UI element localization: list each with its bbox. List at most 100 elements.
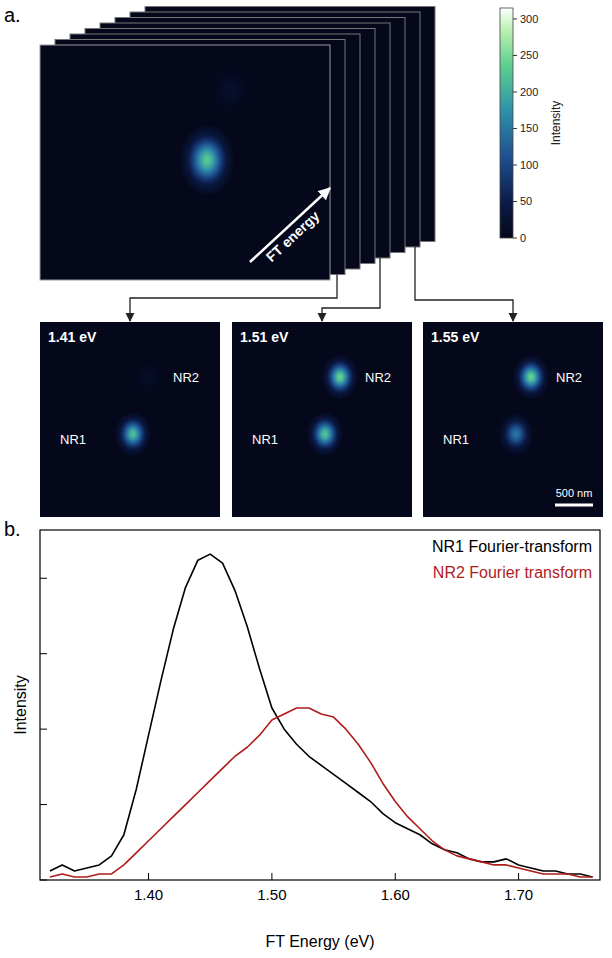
colorbar-tick-label: 150 (520, 122, 538, 134)
x-tick-label: 1.50 (257, 886, 286, 903)
spot-ring (144, 372, 152, 381)
colorbar-tick (513, 91, 517, 92)
spot-ring (310, 416, 340, 453)
spot-ring (506, 422, 526, 446)
spot-ring (518, 361, 545, 394)
colorbar-tick (513, 128, 517, 129)
spot-ring (147, 376, 149, 378)
spot (498, 412, 534, 456)
spot-ring (201, 153, 212, 168)
spot-ring (308, 413, 343, 455)
spot (513, 355, 549, 399)
spot-ring (119, 417, 148, 452)
spot-ring (189, 137, 225, 184)
spot-ring (131, 431, 136, 437)
spot-ring (129, 429, 138, 440)
energy-frame (423, 322, 603, 517)
spot-ring (144, 372, 153, 383)
colorbar-tick (513, 238, 517, 239)
colorbar-tick-label: 0 (520, 232, 526, 244)
spot-ring (307, 412, 343, 456)
spot-ring (317, 424, 334, 444)
panel-label: b. (4, 518, 21, 540)
spot-ring (130, 430, 136, 437)
spot (322, 355, 358, 399)
spot-ring (334, 370, 346, 385)
legend-entry: NR2 Fourier transform (433, 564, 592, 581)
spot-ring (515, 357, 548, 397)
series-line (50, 708, 593, 877)
spot-ring (194, 143, 221, 178)
spot-ring (137, 363, 160, 391)
spot-ring (145, 373, 151, 380)
y-axis-label: Intensity (12, 675, 29, 735)
spot-ring (180, 125, 234, 195)
spot-ring (527, 372, 535, 381)
spot-ring (133, 359, 163, 396)
spot-ring (211, 68, 249, 112)
spot-ring (322, 355, 358, 399)
spot-ring (147, 375, 150, 379)
spot-ring (330, 364, 351, 390)
spot-ring (515, 358, 547, 397)
spot-ring (327, 361, 354, 394)
spot-ring (126, 426, 140, 443)
spot-ring (222, 81, 238, 100)
spot-ring (512, 429, 520, 438)
spot-ring (525, 370, 537, 385)
frame-arrow (415, 247, 513, 321)
x-tick (271, 873, 272, 880)
spot-ring (522, 366, 540, 388)
spot-ring (207, 63, 253, 117)
colorbar-tick (513, 55, 517, 56)
spot-ring (132, 433, 134, 435)
spot-ring (185, 131, 230, 189)
spot-ring (530, 375, 533, 379)
spot-ring (519, 362, 543, 391)
frame-label: 1.51 eV (240, 329, 289, 345)
spot-ring (116, 413, 151, 455)
spot-ring (120, 418, 146, 449)
spot-ring (138, 364, 159, 390)
energy-frame (232, 322, 412, 517)
spot-ring (325, 359, 355, 396)
spot-ring (512, 429, 521, 440)
colorbar-tick-label: 100 (520, 159, 538, 171)
spot-ring (129, 429, 137, 438)
spot-label: NR2 (173, 370, 199, 385)
spot-ring (188, 135, 226, 185)
spot-ring (117, 414, 150, 454)
spot-ring (132, 432, 135, 436)
spot-ring (324, 433, 326, 435)
spot-ring (516, 359, 546, 396)
spot-ring (209, 66, 251, 115)
spot (180, 125, 234, 195)
spot-ring (338, 374, 343, 380)
spot-ring (529, 374, 534, 380)
plot-lines (50, 554, 593, 877)
spot-ring (200, 151, 214, 169)
spot-ring (527, 372, 536, 383)
spot-ring (518, 361, 544, 392)
colorbar-tick-label: 200 (520, 86, 538, 98)
spot-ring (199, 150, 215, 170)
spot-ring (191, 140, 223, 181)
plot-frame (40, 530, 600, 880)
spot-ring (214, 71, 246, 108)
colorbar-tick-label: 300 (520, 13, 538, 25)
spot-ring (218, 76, 242, 104)
spot-ring (327, 361, 353, 392)
figure: a.FT energy050100150200250300Intensity1.… (0, 0, 612, 958)
spot-ring (223, 82, 237, 98)
panel-label: a. (4, 4, 21, 26)
spot-ring (125, 424, 142, 444)
spot-ring (309, 414, 342, 454)
spot-ring (122, 420, 145, 448)
spot-ring (332, 367, 349, 387)
spot-ring (515, 433, 517, 435)
spot-ring (524, 369, 538, 386)
x-tick (148, 873, 149, 880)
spot-ring (134, 360, 163, 395)
y-tick (40, 804, 47, 805)
main-image (40, 45, 330, 280)
